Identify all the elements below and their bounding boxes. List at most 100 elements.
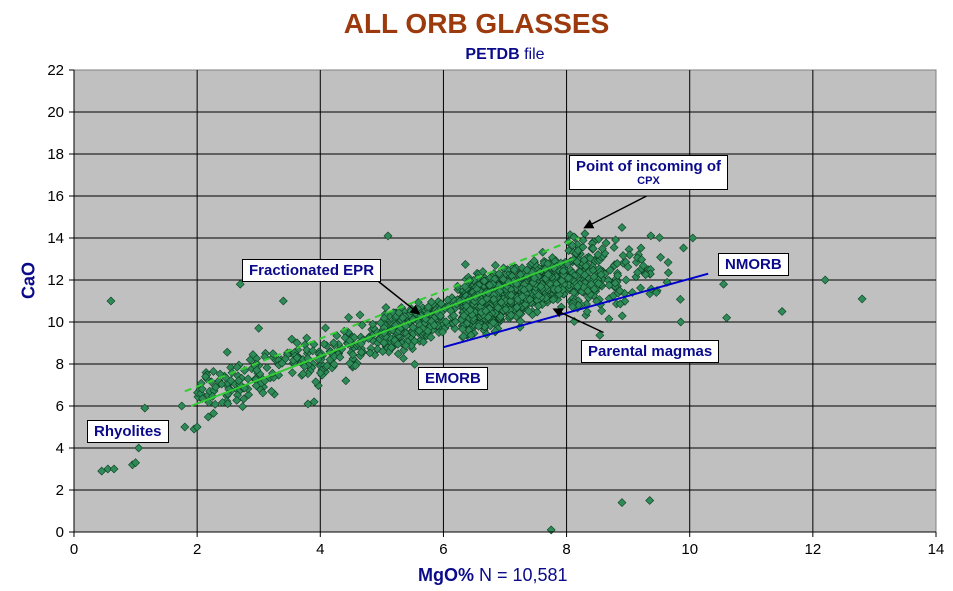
data-point [615, 286, 625, 296]
data-point [429, 320, 439, 330]
data-point [298, 369, 308, 379]
x-axis-label: MgO% N = 10,581 [418, 565, 568, 586]
trend-lines [184, 237, 709, 407]
data-point [302, 333, 312, 343]
data-point [573, 246, 583, 255]
data-point [423, 302, 433, 312]
data-point [268, 368, 277, 378]
data-point [605, 265, 615, 275]
data-point [615, 299, 625, 309]
data-point [300, 361, 310, 371]
data-point [438, 327, 447, 337]
data-point [460, 259, 470, 269]
data-point [625, 250, 634, 260]
data-point [509, 265, 519, 275]
annotation-emorb: EMORB [418, 367, 488, 390]
annotation-arrow-parental [552, 308, 604, 334]
data-point [134, 443, 144, 453]
data-point [482, 293, 492, 303]
data-point [569, 287, 579, 297]
data-point [506, 290, 516, 300]
data-point [663, 268, 673, 278]
y-tick-label: 8 [56, 356, 64, 373]
data-point [645, 496, 655, 505]
data-point [335, 352, 345, 362]
data-point [401, 341, 411, 350]
data-point [604, 314, 614, 324]
data-point [481, 306, 491, 316]
data-point [465, 305, 475, 315]
data-point [293, 345, 303, 355]
data-point [368, 319, 378, 329]
data-point [594, 279, 603, 288]
data-point [589, 284, 599, 294]
data-point [238, 402, 248, 412]
data-point [578, 235, 588, 245]
data-point [633, 267, 642, 277]
data-point [197, 384, 207, 394]
data-point [621, 275, 631, 285]
data-point [529, 256, 539, 266]
data-point [408, 322, 418, 332]
data-point [378, 347, 388, 356]
data-point [656, 252, 665, 262]
data-point [663, 257, 673, 267]
data-point [520, 299, 530, 309]
data-point [595, 330, 605, 340]
data-point [329, 359, 339, 369]
data-point [451, 317, 460, 327]
data-point [617, 311, 627, 321]
x-tick-label: 12 [805, 541, 822, 558]
data-point [485, 280, 495, 290]
y-tick-label: 20 [47, 104, 64, 121]
data-point [651, 288, 661, 297]
data-point [140, 403, 150, 413]
annotation-rhyolites: Rhyolites [87, 420, 169, 443]
trend-line-blue [443, 272, 709, 349]
data-point [398, 353, 408, 363]
data-point [646, 231, 656, 241]
y-tick-label: 0 [56, 524, 64, 541]
data-point [612, 259, 622, 268]
data-point [593, 250, 603, 259]
data-point [675, 294, 685, 304]
data-point [515, 309, 524, 318]
data-point [251, 381, 261, 391]
data-point [208, 391, 217, 401]
trend-line-green-dashed [184, 237, 580, 393]
data-point [394, 308, 404, 318]
data-point [355, 310, 365, 320]
data-point [506, 310, 516, 320]
data-point [103, 464, 113, 474]
data-point [393, 349, 403, 359]
data-point [232, 362, 242, 372]
data-point [498, 274, 508, 284]
data-point [572, 257, 582, 267]
data-point [357, 320, 367, 330]
annotation-parental-magmas: Parental magmas [581, 340, 720, 363]
data-point [365, 348, 375, 358]
data-point [573, 282, 582, 292]
data-point [588, 244, 598, 253]
data-point [857, 294, 867, 304]
y-tick-label: 2 [56, 482, 64, 499]
data-point [414, 326, 424, 336]
data-point [597, 244, 607, 254]
data-point [410, 359, 420, 369]
data-point [564, 246, 574, 256]
y-tick-label: 10 [47, 314, 64, 331]
data-point [244, 390, 254, 400]
data-point [418, 324, 428, 334]
annotation-fractionated-epr: Fractionated EPR [242, 259, 382, 282]
data-point [330, 352, 339, 362]
data-point [209, 408, 219, 418]
data-point [449, 311, 459, 321]
data-point [676, 317, 686, 327]
data-point [381, 303, 391, 312]
data-point [278, 296, 288, 306]
data-point [636, 243, 646, 253]
data-point [611, 235, 621, 245]
trend-line-green-solid [190, 258, 574, 407]
data-point [488, 318, 498, 328]
data-point [517, 263, 527, 273]
